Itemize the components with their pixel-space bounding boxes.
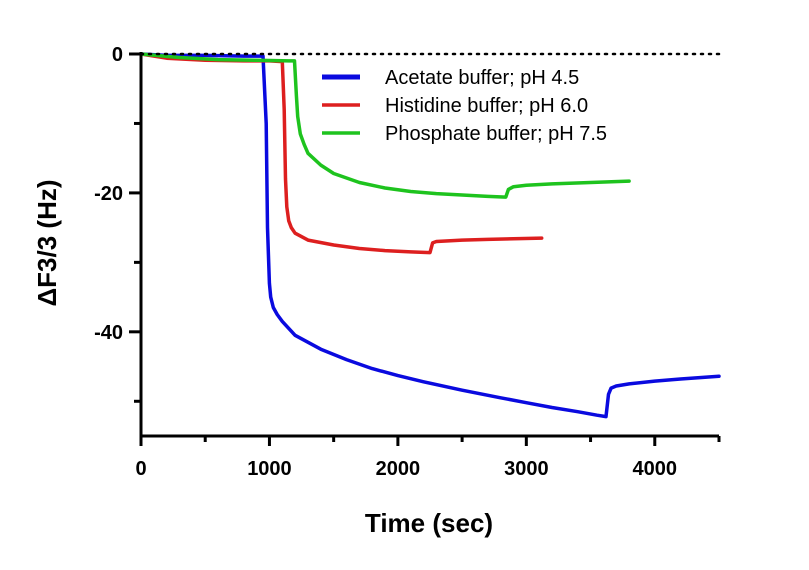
x-tick-label: 0 [135,458,146,480]
y-tick-label: -20 [94,183,123,205]
series-line-3 [139,52,631,199]
x-tick-label: 1000 [247,458,292,480]
legend: Acetate buffer; pH 4.5 Histidine buffer; … [322,67,607,145]
plot-lines [139,52,721,419]
tick-labels: 0 1000 2000 3000 4000 0 -20 -40 [94,44,677,480]
x-tick-label: 2000 [376,458,421,480]
legend-label-1: Acetate buffer; pH 4.5 [385,67,579,89]
legend-label-3: Phosphate buffer; pH 7.5 [385,123,607,145]
series-line-1 [139,52,721,419]
y-axis-title: ΔF3/3 (Hz) [32,179,62,306]
x-tick-label: 3000 [504,458,549,480]
axes [129,52,721,446]
x-axis-title: Time (sec) [365,508,493,538]
y-tick-label: -40 [94,322,123,344]
x-tick-label: 4000 [633,458,678,480]
legend-label-2: Histidine buffer; pH 6.0 [385,95,588,117]
y-tick-label: 0 [112,44,123,66]
